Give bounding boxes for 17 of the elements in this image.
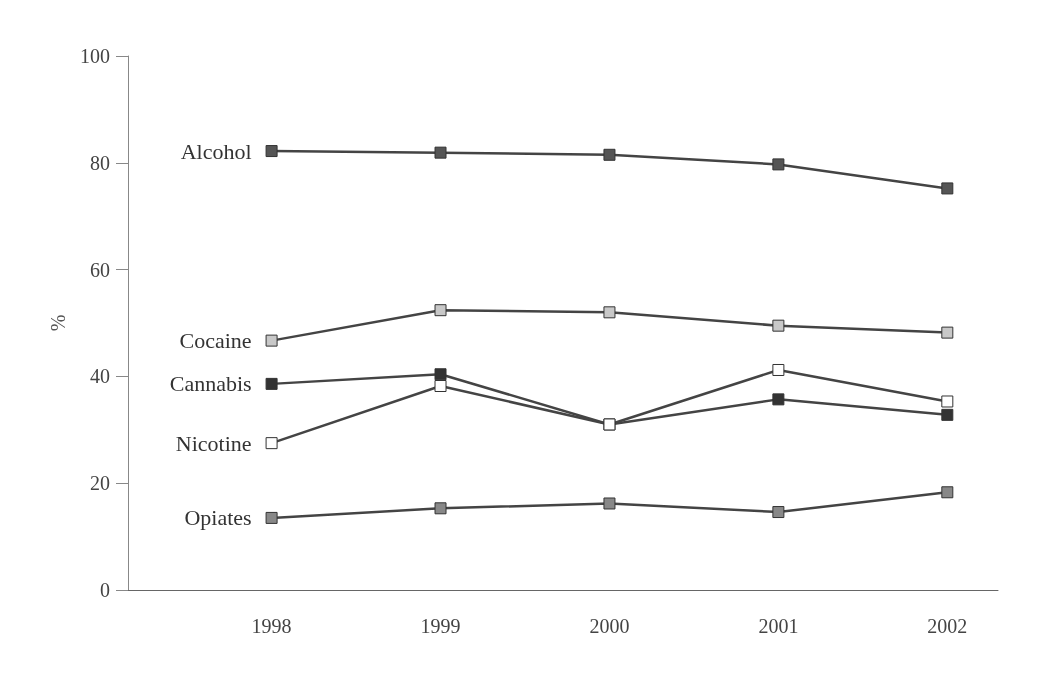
y-tick-label: 40: [90, 365, 110, 388]
x-tick-label: 1999: [420, 615, 461, 637]
y-tick-label: 80: [90, 151, 110, 174]
x-tick-label: 2000: [589, 615, 630, 637]
x-tick-label: 1998: [251, 615, 292, 637]
series-label: Opiates: [184, 505, 252, 531]
y-tick-label: 100: [80, 45, 110, 67]
series-label: Alcohol: [180, 138, 252, 164]
y-axis-title: %: [47, 314, 69, 332]
y-tick-label: 20: [90, 472, 110, 495]
y-tick-label: 60: [90, 258, 110, 281]
series-label: Cocaine: [179, 328, 252, 354]
x-tick-label: 2002: [927, 615, 968, 637]
series-label: Cannabis: [169, 371, 252, 397]
x-tick-label: 2001: [758, 615, 799, 637]
series-label: Nicotine: [175, 430, 252, 456]
y-tick-label: 0: [100, 579, 110, 601]
